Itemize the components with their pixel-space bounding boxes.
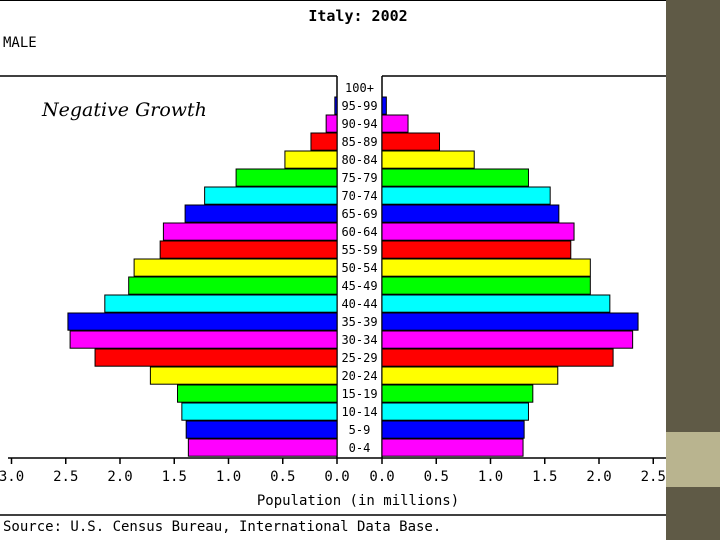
- male-bar-60-64: [162, 222, 338, 241]
- age-label-45-49: 45-49: [341, 279, 377, 293]
- male-bar-50-54: [133, 258, 338, 277]
- age-label-75-79: 75-79: [341, 171, 377, 185]
- female-bar-60-64: [381, 222, 575, 241]
- female-bar-90-94: [381, 114, 409, 133]
- male-label: MALE: [3, 35, 37, 51]
- female-bar-10-14: [381, 402, 529, 421]
- source-note: Source: U.S. Census Bureau, Internationa…: [3, 519, 441, 535]
- age-group-labels: 0-4 5-9 10-14 15-19 20-24 25-29 30-34 35-39 40-4…: [341, 81, 377, 455]
- male-bar-25-29: [94, 348, 338, 367]
- right-axis-tick-label: 2.0: [586, 469, 611, 485]
- male-bar-5-9: [185, 420, 338, 439]
- male-bar-70-74: [204, 186, 338, 205]
- female-bar-25-29: [381, 348, 614, 367]
- right-axis-ticks: 0.0 0.5 1.0 1.5 2.0 2.5: [369, 458, 666, 485]
- left-axis-tick-label: 1.0: [216, 469, 241, 485]
- female-bar-5-9: [381, 420, 525, 439]
- right-axis-tick-label: 2.5: [641, 469, 666, 485]
- female-bar-30-34: [381, 330, 634, 349]
- age-label-50-54: 50-54: [341, 261, 377, 275]
- right-axis-tick-label: 0.5: [424, 469, 449, 485]
- left-axis-tick-label: 2.0: [107, 469, 132, 485]
- male-bar-10-14: [181, 402, 338, 421]
- male-bar-45-49: [128, 276, 338, 295]
- age-label-25-29: 25-29: [341, 351, 377, 365]
- female-bar-75-79: [381, 168, 529, 187]
- male-bar-90-94: [325, 114, 338, 133]
- male-bar-85-89: [310, 132, 338, 151]
- female-bar-95-99: [381, 96, 387, 115]
- female-bar-85-89: [381, 132, 441, 151]
- male-bar-20-24: [149, 366, 338, 385]
- male-bar-75-79: [235, 168, 338, 187]
- age-label-90-94: 90-94: [341, 117, 377, 131]
- left-axis-ticks: 3.0 2.5 2.0 1.5 1.0 0.5 0.0: [0, 458, 350, 485]
- left-axis-tick-label: 1.5: [162, 469, 187, 485]
- male-bar-15-19: [177, 384, 338, 403]
- male-bars: [67, 96, 338, 457]
- left-axis-tick-label: 0.0: [324, 469, 349, 485]
- negative-growth-annotation: Negative Growth: [41, 99, 207, 121]
- age-label-100+: 100+: [345, 81, 374, 95]
- female-bar-80-84: [381, 150, 475, 169]
- right-axis-tick-label: 1.5: [532, 469, 557, 485]
- age-label-15-19: 15-19: [341, 387, 377, 401]
- right-axis-tick-label: 1.0: [478, 469, 503, 485]
- female-bar-15-19: [381, 384, 534, 403]
- left-axis-tick-label: 2.5: [53, 469, 78, 485]
- female-bar-20-24: [381, 366, 559, 385]
- male-bar-95-99: [334, 96, 338, 115]
- male-bar-0-4: [187, 438, 338, 457]
- female-bar-50-54: [381, 258, 591, 277]
- age-label-60-64: 60-64: [341, 225, 377, 239]
- left-axis-tick-label: 3.0: [0, 469, 24, 485]
- left-axis-tick-label: 0.5: [270, 469, 295, 485]
- age-label-70-74: 70-74: [341, 189, 377, 203]
- right-axis-tick-label: 0.0: [369, 469, 394, 485]
- x-axis-label: Population (in millions): [257, 493, 459, 509]
- female-bar-70-74: [381, 186, 551, 205]
- female-bar-40-44: [381, 294, 611, 313]
- male-bar-55-59: [159, 240, 338, 259]
- male-bar-65-69: [184, 204, 338, 223]
- age-label-30-34: 30-34: [341, 333, 377, 347]
- age-label-95-99: 95-99: [341, 99, 377, 113]
- female-bar-0-4: [381, 438, 524, 457]
- male-bar-80-84: [284, 150, 338, 169]
- female-bar-35-39: [381, 312, 639, 331]
- male-bar-30-34: [69, 330, 338, 349]
- age-label-20-24: 20-24: [341, 369, 377, 383]
- chart-title: Italy: 2002: [308, 7, 407, 25]
- male-bar-40-44: [104, 294, 338, 313]
- age-label-10-14: 10-14: [341, 405, 377, 419]
- age-label-0-4: 0-4: [349, 441, 371, 455]
- age-label-65-69: 65-69: [341, 207, 377, 221]
- female-bar-65-69: [381, 204, 560, 223]
- age-label-5-9: 5-9: [349, 423, 371, 437]
- age-label-35-39: 35-39: [341, 315, 377, 329]
- female-bars: [381, 96, 639, 457]
- age-label-40-44: 40-44: [341, 297, 377, 311]
- age-label-85-89: 85-89: [341, 135, 377, 149]
- age-label-80-84: 80-84: [341, 153, 377, 167]
- female-bar-55-59: [381, 240, 572, 259]
- sidebar-accent-block: [666, 432, 720, 487]
- female-bar-45-49: [381, 276, 591, 295]
- male-bar-35-39: [67, 312, 338, 331]
- age-label-55-59: 55-59: [341, 243, 377, 257]
